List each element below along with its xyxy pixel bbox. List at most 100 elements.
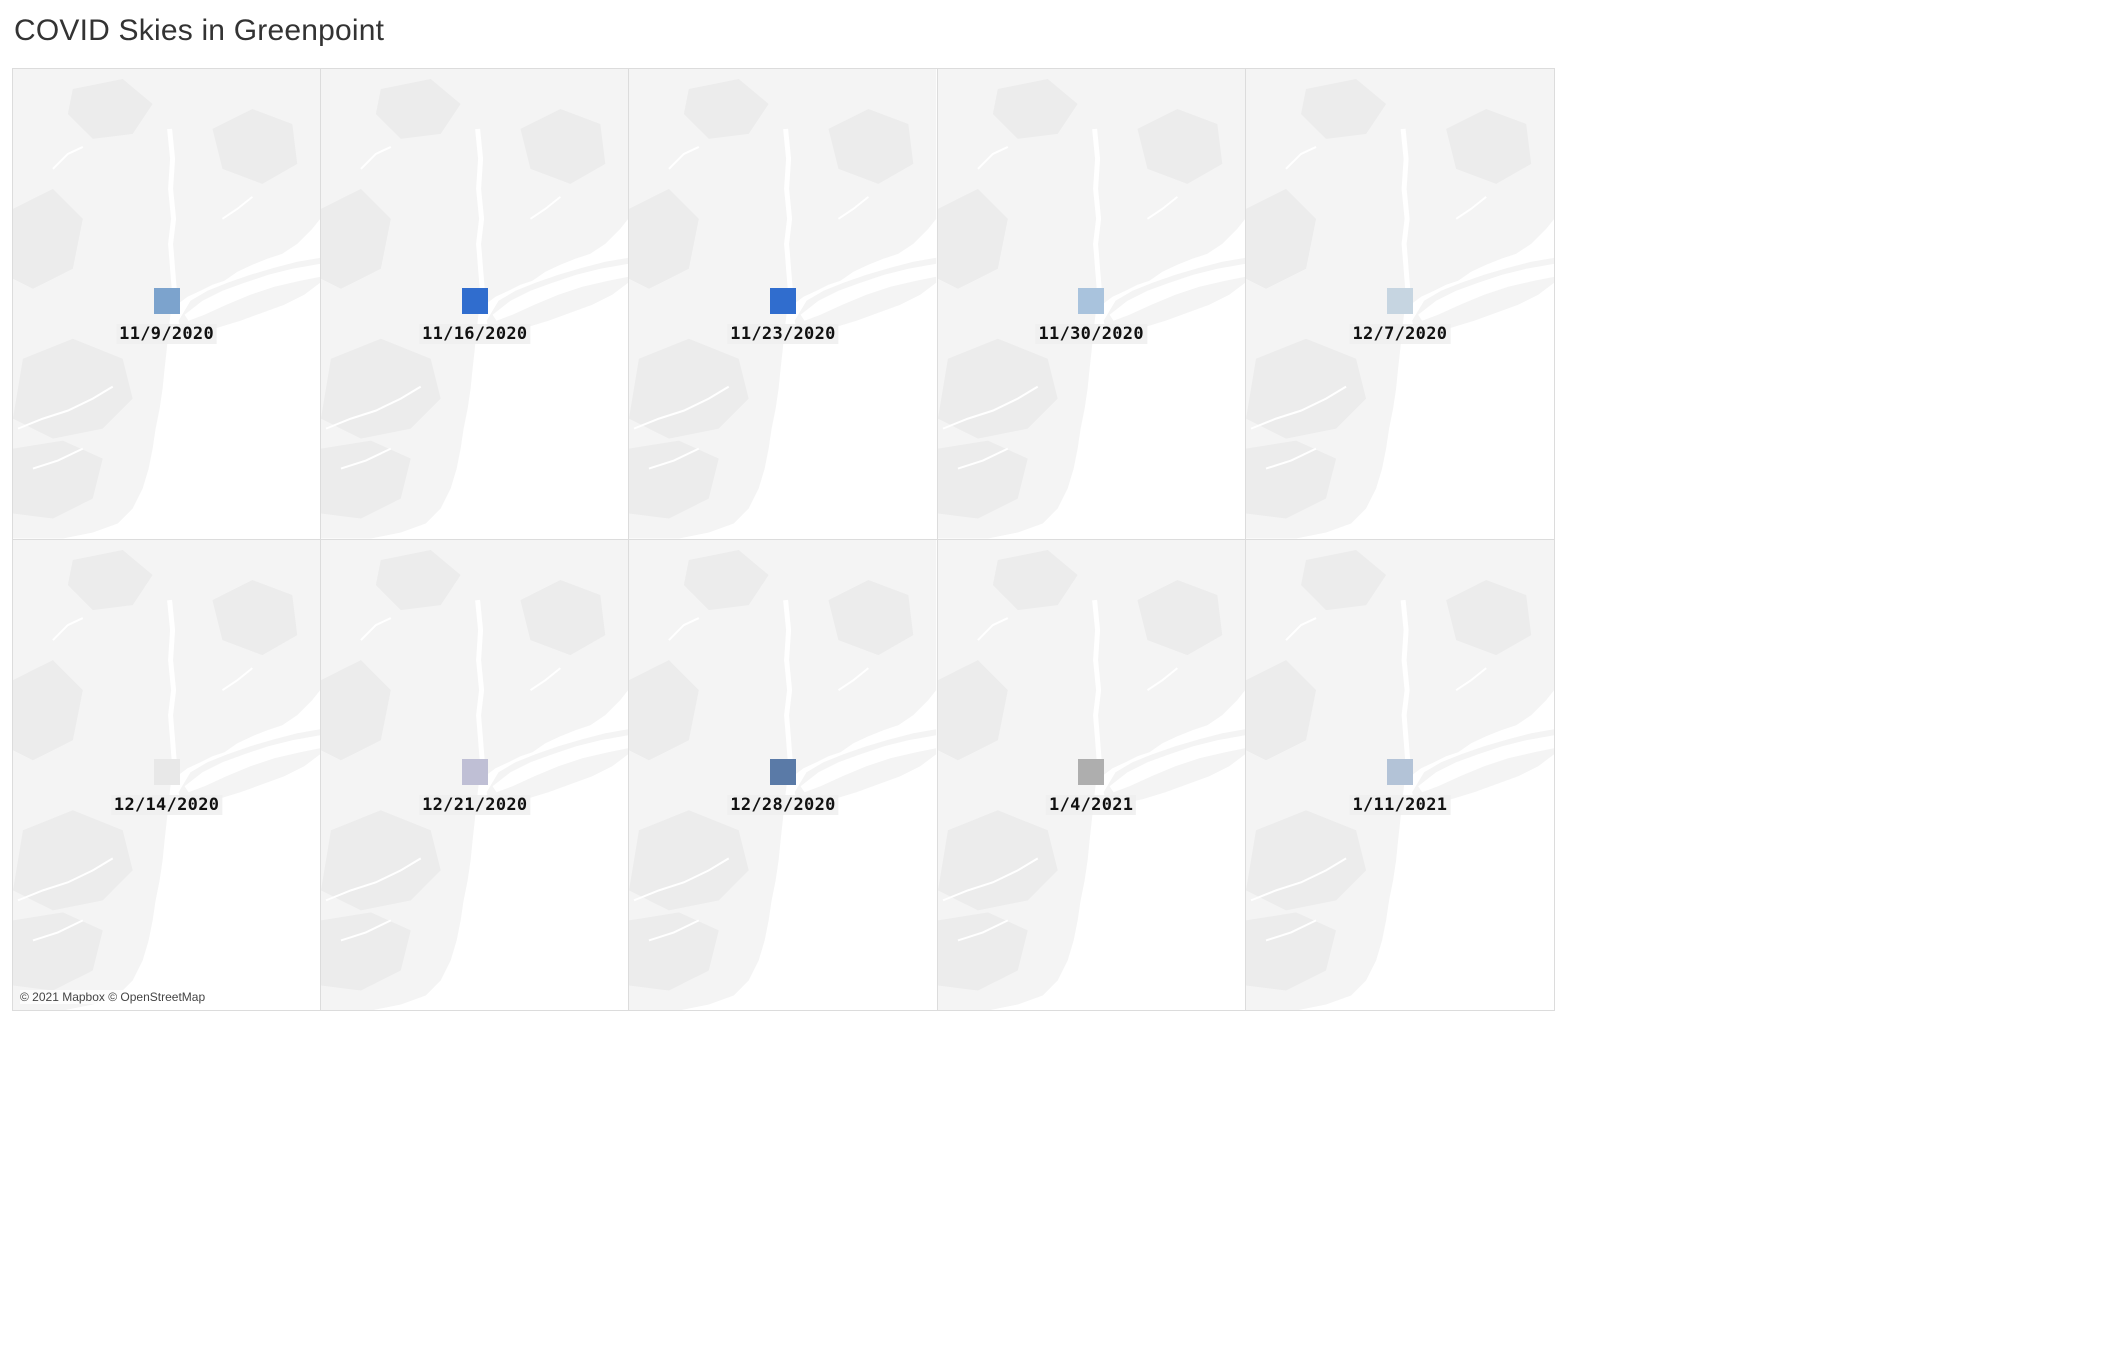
stream: [634, 385, 730, 430]
stream: [976, 146, 1008, 170]
map-panel[interactable]: 12/28/2020: [629, 539, 938, 1010]
land-patch: [13, 809, 133, 910]
sound-water: [184, 263, 321, 321]
stream: [976, 616, 1008, 641]
land-patch: [937, 188, 1008, 289]
land-patch: [1245, 809, 1366, 910]
sound-water: [492, 263, 629, 321]
sky-color-marker[interactable]: [153, 759, 180, 786]
sound-water: [800, 734, 937, 792]
map-attribution[interactable]: © 2021 Mapbox © OpenStreetMap: [20, 990, 206, 1004]
map-panel[interactable]: 12/21/2020: [321, 539, 630, 1010]
date-label: 11/30/2020: [1035, 324, 1147, 345]
map-panel[interactable]: 12/14/2020: [13, 539, 322, 1010]
sky-color-marker[interactable]: [1386, 759, 1413, 786]
sky-color-marker[interactable]: [461, 288, 488, 315]
land-patch: [67, 549, 153, 610]
sound-water: [184, 734, 321, 792]
sound-water: [492, 734, 629, 792]
map-panel[interactable]: 1/11/2021: [1245, 539, 1554, 1010]
stream: [668, 616, 700, 641]
land-patch: [937, 809, 1058, 910]
date-label: 12/7/2020: [1349, 324, 1451, 345]
stream: [649, 447, 700, 470]
land-patch: [520, 108, 606, 184]
stream: [52, 616, 84, 641]
map-panel[interactable]: 11/30/2020: [937, 69, 1246, 540]
land-patch: [1245, 338, 1366, 439]
stream: [942, 385, 1038, 430]
land-patch: [684, 549, 770, 610]
land-patch: [992, 549, 1078, 610]
sky-color-marker[interactable]: [1386, 288, 1413, 315]
land-patch: [212, 108, 298, 184]
date-label: 1/11/2021: [1349, 795, 1451, 816]
stream: [221, 666, 253, 691]
date-label: 1/4/2021: [1046, 795, 1137, 816]
date-label: 12/28/2020: [727, 795, 839, 816]
stream: [1265, 919, 1317, 941]
sky-color-marker[interactable]: [153, 288, 180, 315]
land-patch: [1137, 108, 1222, 184]
stream: [360, 616, 392, 641]
map-panel[interactable]: 11/23/2020: [629, 69, 938, 540]
land-patch: [629, 338, 750, 439]
stream: [221, 196, 253, 220]
land-patch: [828, 579, 914, 655]
land-patch: [321, 911, 411, 990]
land-patch: [937, 659, 1008, 760]
sky-color-marker[interactable]: [1078, 288, 1105, 315]
sky-color-marker[interactable]: [769, 759, 796, 786]
map-panel[interactable]: 11/16/2020: [321, 69, 630, 540]
small-multiples-map-grid: 11/9/2020 11/16/2020 11/23/2020 11/30/20…: [12, 68, 1555, 1011]
stream: [838, 196, 870, 220]
land-patch: [629, 809, 750, 910]
land-patch: [321, 440, 411, 519]
stream: [1455, 196, 1487, 220]
land-patch: [684, 78, 770, 139]
sound-water: [1109, 734, 1245, 792]
date-label: 12/21/2020: [419, 795, 531, 816]
land-patch: [828, 108, 914, 184]
stream: [52, 146, 84, 170]
stream: [957, 447, 1008, 470]
sky-color-marker[interactable]: [1078, 759, 1105, 786]
stream: [340, 919, 392, 941]
map-panel[interactable]: 11/9/2020: [13, 69, 322, 540]
sound-water: [1109, 263, 1245, 321]
land-patch: [629, 188, 700, 289]
date-label: 11/9/2020: [116, 324, 218, 345]
stream: [668, 146, 700, 170]
stream: [340, 447, 392, 470]
land-patch: [629, 659, 700, 760]
stream: [360, 146, 392, 170]
land-patch: [1245, 188, 1316, 289]
stream: [17, 856, 114, 901]
land-patch: [13, 911, 103, 990]
land-patch: [376, 549, 461, 610]
stream: [634, 856, 730, 901]
land-patch: [520, 579, 606, 655]
date-label: 11/23/2020: [727, 324, 839, 345]
stream: [1285, 146, 1317, 170]
land-patch: [937, 440, 1028, 519]
map-panel[interactable]: 12/7/2020: [1245, 69, 1554, 540]
land-patch: [13, 659, 83, 760]
land-patch: [1245, 440, 1336, 519]
sky-color-marker[interactable]: [769, 288, 796, 315]
map-panel[interactable]: 1/4/2021: [937, 539, 1246, 1010]
land-patch: [67, 78, 153, 139]
land-patch: [1137, 579, 1222, 655]
date-label: 12/14/2020: [110, 795, 223, 816]
land-patch: [13, 338, 133, 439]
page-title: COVID Skies in Greenpoint: [14, 14, 385, 47]
land-patch: [212, 579, 298, 655]
stream: [530, 666, 562, 691]
land-patch: [321, 188, 392, 289]
stream: [530, 196, 562, 220]
land-patch: [629, 911, 720, 990]
stream: [649, 919, 700, 941]
sky-color-marker[interactable]: [461, 759, 488, 786]
stream: [1250, 385, 1347, 430]
land-patch: [321, 809, 441, 910]
